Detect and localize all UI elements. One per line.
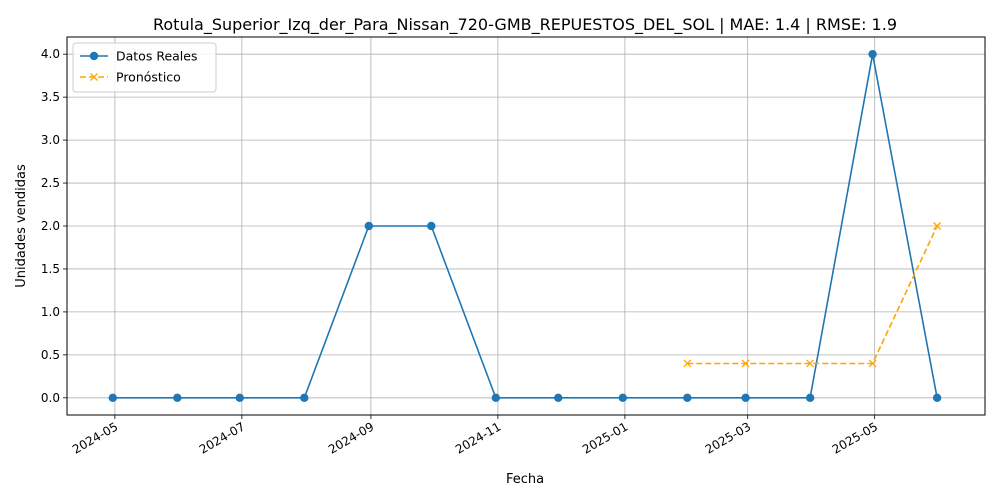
- data-point: [741, 393, 750, 403]
- grid: [67, 37, 985, 415]
- data-point: [868, 49, 877, 59]
- y-axis-label: Unidades vendidas: [14, 164, 29, 288]
- axis-ticks: 0.0 0.5 1.0 1.5 2.0 2.5 3.0 3.5 4.0 2024-05 2024-0…: [41, 47, 880, 456]
- y-tick-label: 0.0: [41, 391, 60, 405]
- data-point: [932, 393, 942, 403]
- y-tick-label: 3.5: [41, 90, 60, 104]
- forecast-point: [741, 359, 750, 368]
- y-tick-label: 2.0: [41, 219, 60, 233]
- legend-marker: [90, 73, 98, 81]
- forecast-point: [683, 359, 692, 368]
- y-tick-label: 2.5: [41, 176, 60, 190]
- x-tick-label: 2025-03: [703, 419, 753, 456]
- data-point: [683, 393, 692, 403]
- chart-title: Rotula_Superior_Izq_der_Para_Nissan_720-…: [153, 15, 897, 35]
- legend-box: [72, 42, 217, 93]
- data-point: [427, 221, 436, 231]
- forecast-point: [806, 359, 815, 368]
- y-tick-label: 4.0: [41, 47, 60, 61]
- y-tick-label: 3.0: [41, 133, 60, 147]
- x-tick-label: 2024-07: [197, 419, 247, 456]
- legend-marker: [89, 51, 99, 61]
- y-tick-label: 0.5: [41, 348, 60, 362]
- x-tick-label: 2024-05: [70, 419, 120, 456]
- data-point: [364, 221, 374, 231]
- forecast-point: [868, 359, 877, 368]
- x-tick-label: 2025-01: [580, 419, 630, 456]
- y-tick-label: 1.0: [41, 305, 60, 319]
- data-point: [235, 393, 244, 403]
- y-tick-label: 1.5: [41, 262, 60, 276]
- legend-label: Datos Reales: [116, 49, 197, 64]
- series-layer: [108, 49, 942, 403]
- legend-label: Pronóstico: [116, 70, 181, 85]
- data-point: [108, 393, 117, 403]
- data-point: [618, 393, 627, 403]
- forecast-point: [933, 222, 942, 230]
- data-point: [300, 393, 309, 403]
- legend: Datos Reales Pronóstico: [72, 42, 217, 93]
- data-point: [173, 393, 182, 403]
- series-line-1: [687, 225, 938, 365]
- x-tick-label: 2025-05: [830, 419, 880, 456]
- x-axis-label: Fecha: [506, 472, 544, 487]
- series-line-0: [112, 54, 938, 399]
- x-tick-label: 2024-11: [453, 419, 503, 456]
- data-point: [491, 393, 501, 403]
- data-point: [554, 393, 563, 403]
- data-point: [805, 393, 815, 403]
- x-tick-label: 2024-09: [326, 419, 376, 456]
